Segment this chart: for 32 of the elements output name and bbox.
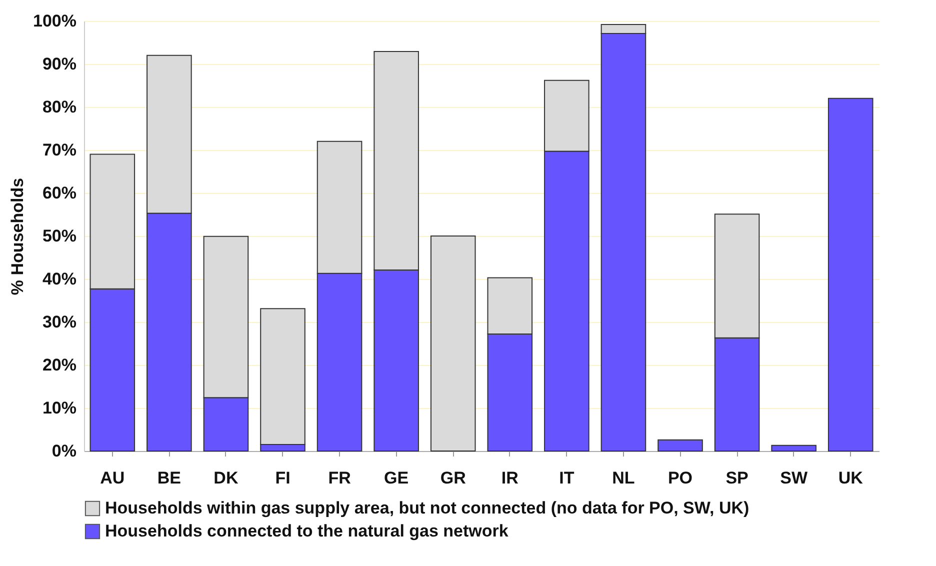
x-tick-label: FR [328,468,351,488]
legend-label: Households connected to the natural gas network [105,522,509,540]
y-tick-label: 100% [33,12,76,30]
x-tick-label: GE [384,468,409,488]
x-tick-label: IR [501,468,518,488]
x-tick-label: NL [612,468,635,488]
y-tick-label: 10% [42,398,76,418]
x-tick-label: SP [726,468,748,488]
y-tick-label: 50% [42,226,76,246]
y-tick-label: 0% [52,442,76,460]
x-tick-label: BE [157,468,181,488]
y-tick-label: 70% [42,140,76,160]
y-tick-label: 20% [42,356,76,374]
x-tick-label: AU [100,468,125,488]
y-tick-label: 90% [42,54,76,74]
x-tick-label: GR [440,468,466,488]
bar [828,98,874,452]
y-tick-label: 30% [42,312,76,332]
x-tick-label: PO [668,468,693,488]
x-tick-label: SW [780,468,808,488]
bar [771,444,816,452]
x-tick-label: IT [559,468,575,488]
y-tick-label: 60% [42,184,76,202]
bar [658,439,703,452]
y-axis-title: % Households [8,178,28,296]
bar [430,236,476,452]
x-tick-label: UK [838,468,864,488]
x-tick-label: FI [275,468,290,488]
y-tick-label: 80% [42,98,76,116]
x-tick-label: DK [214,468,239,488]
y-tick-label: 40% [42,270,76,288]
legend-label: Households within gas supply area, but not connected (no data for PO, SW, UK) [105,498,750,518]
